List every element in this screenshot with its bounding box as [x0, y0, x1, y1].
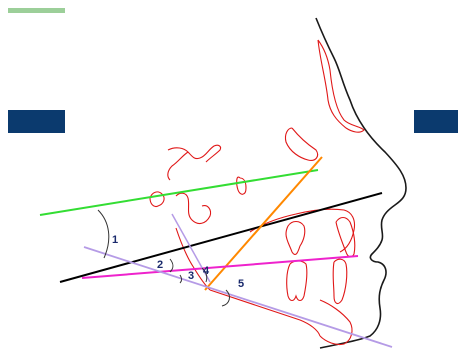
- upper-incisor: [335, 216, 356, 258]
- angle-2-arc: [169, 258, 174, 273]
- symphysis-outline: [319, 299, 353, 346]
- orange-reference-line: [204, 156, 323, 291]
- angle-label-2: 2: [157, 259, 163, 271]
- maxilla-outline: [249, 208, 356, 253]
- angle-label-1: 1: [112, 234, 118, 246]
- black-reference-line: [59, 192, 383, 283]
- angle-1-arc: [97, 209, 110, 259]
- green-reference-line: [39, 169, 319, 216]
- angle-arcs: [97, 209, 230, 307]
- cranial-base-outline: [167, 144, 222, 181]
- orbit-outline: [284, 127, 319, 161]
- angle-4-arc: [201, 267, 208, 283]
- angle-5-arc: [221, 289, 230, 307]
- left-navy-tab: [8, 110, 65, 133]
- sella-outline: [149, 191, 165, 208]
- angle-label-4: 4: [203, 265, 210, 277]
- angle-3-arc: [179, 274, 182, 284]
- soft-tissue-profile: [315, 17, 407, 349]
- zygoma-outline: [236, 176, 247, 195]
- angle-label-3: 3: [188, 270, 194, 282]
- ramus-outline: [175, 227, 211, 291]
- angle-label-5: 5: [238, 278, 244, 290]
- pterygoid-outline: [175, 192, 212, 225]
- lower-molar: [286, 260, 308, 302]
- upper-molar: [285, 220, 306, 255]
- top-bar: [8, 8, 65, 13]
- nasal-bone-outline: [317, 39, 365, 133]
- right-navy-tab: [414, 110, 458, 133]
- anatomy-tracing: [149, 39, 365, 346]
- lower-incisor: [332, 258, 348, 305]
- magenta-reference-line: [81, 255, 359, 279]
- lavender-reference-line: [83, 246, 393, 348]
- mandible-lower-border: [209, 289, 321, 337]
